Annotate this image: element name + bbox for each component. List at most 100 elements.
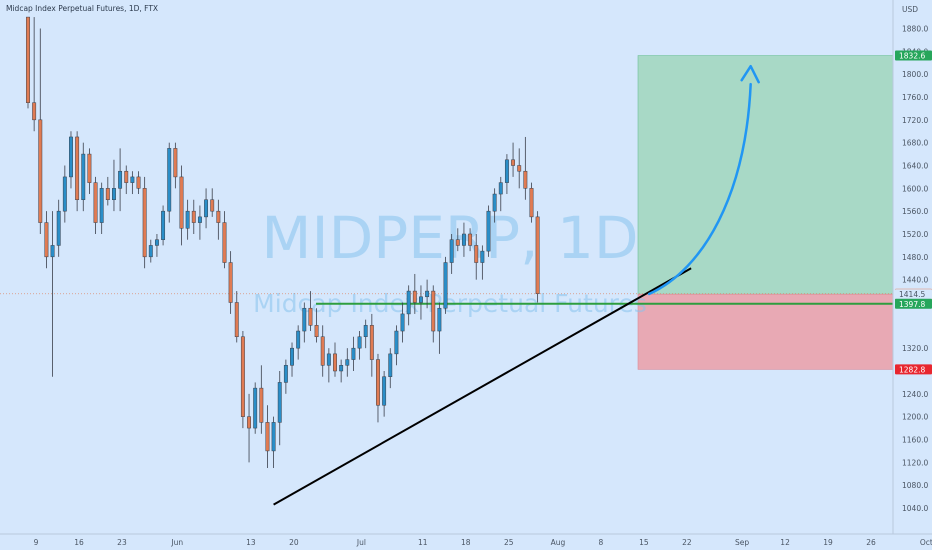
time-tick-label: 26	[866, 538, 876, 547]
candle-up	[62, 176, 67, 212]
candle-down	[38, 119, 43, 223]
candle-up	[443, 262, 448, 309]
price-tick-label: 1120.0	[902, 458, 928, 467]
candle-up	[161, 210, 166, 240]
level-lines	[0, 293, 893, 305]
time-tick-label: 18	[461, 538, 471, 547]
time-tick-label: 15	[639, 538, 649, 547]
symbol-title[interactable]: Midcap Index Perpetual Futures, 1D, FTX	[6, 4, 159, 13]
candle-up	[357, 336, 362, 349]
candle-up	[437, 307, 442, 332]
candle-up	[197, 216, 202, 223]
candle-up	[425, 290, 430, 298]
candle-up	[345, 359, 350, 366]
candle-down	[93, 182, 98, 223]
candle-up	[167, 148, 172, 212]
candle-up	[99, 188, 104, 223]
candle-down	[431, 290, 436, 332]
candle-up	[296, 330, 301, 349]
price-tick-label: 1440.0	[902, 276, 928, 285]
candle-up	[504, 159, 509, 183]
price-tick-label: 1480.0	[902, 253, 928, 262]
candle-down	[523, 170, 528, 189]
candle-up	[81, 153, 86, 200]
price-tick-label: 1160.0	[902, 436, 928, 445]
candle-down	[247, 416, 251, 429]
price-tick-label: 1200.0	[902, 413, 928, 422]
candle-down	[314, 325, 319, 338]
candle-down	[308, 307, 313, 326]
candle-up	[253, 387, 258, 429]
candle-down	[455, 239, 460, 246]
price-tick-label: 1880.0	[902, 25, 928, 34]
candle-up	[204, 199, 209, 218]
projection-arrowhead	[740, 64, 760, 84]
time-tick-label: Oct	[920, 538, 932, 547]
time-axis[interactable]: 9 16 23 Jun 13 20 Jul 11 18 25 Aug 8 15 22 Sep 12 19 26 Oc…	[0, 533, 932, 547]
candle-up	[363, 325, 368, 338]
candle-down	[529, 188, 534, 218]
candle-down	[468, 233, 473, 246]
candle-up	[492, 193, 497, 212]
candle-up	[419, 296, 423, 303]
candle-down	[474, 245, 479, 263]
candle-up	[118, 170, 123, 189]
candle-up	[56, 210, 61, 246]
candle-down	[320, 336, 325, 366]
candle-down	[535, 216, 540, 295]
candle-up	[112, 188, 116, 200]
candle-up	[388, 353, 393, 377]
candle-down	[222, 222, 227, 263]
price-tick-label: 1240.0	[902, 390, 928, 399]
support-tag	[895, 298, 932, 309]
candle-up	[486, 210, 491, 252]
candle-up	[148, 245, 153, 258]
candle-down	[32, 102, 37, 121]
candle-up	[498, 182, 503, 195]
price-axis-background	[893, 0, 932, 534]
candle-up	[382, 376, 387, 406]
position-zones	[637, 55, 894, 370]
projection-arrow[interactable]	[647, 82, 752, 296]
candle-up	[339, 365, 344, 372]
support-tag-text: 1397.8	[899, 300, 925, 309]
price-tick-label: 1560.0	[902, 207, 928, 216]
time-tick-label: 12	[780, 538, 790, 547]
candle-up	[351, 347, 356, 360]
candle-up	[69, 136, 73, 178]
candle-down	[44, 222, 49, 258]
price-tick-label: 1600.0	[902, 184, 928, 193]
price-axis[interactable]: USD 1880.01840.01800.01760.01720.01680.0…	[892, 0, 932, 534]
candle-down	[75, 136, 80, 200]
candle-up	[154, 239, 159, 246]
target-zone[interactable]	[637, 55, 894, 295]
candle-up	[50, 245, 55, 258]
candle-down	[105, 188, 110, 200]
ascending-trendline[interactable]	[273, 267, 692, 506]
drawings[interactable]	[273, 64, 760, 506]
time-tick-label: 23	[117, 538, 127, 547]
price-tick-label: 1040.0	[902, 504, 928, 513]
candle-down	[517, 165, 522, 172]
candle-down	[333, 353, 337, 372]
price-tick-label: 1760.0	[902, 93, 928, 102]
candle-down	[26, 16, 30, 103]
candle-down	[87, 153, 92, 183]
time-tick-label: 22	[682, 538, 692, 547]
candle-up	[406, 290, 411, 315]
candle-down	[369, 325, 374, 360]
price-tick-label: 1800.0	[902, 70, 928, 79]
candle-up	[394, 330, 399, 355]
stop-zone[interactable]	[637, 293, 894, 370]
price-tick-label: 1640.0	[902, 162, 928, 171]
candle-down	[210, 199, 215, 212]
candle-down	[265, 422, 270, 452]
candle-down	[191, 210, 196, 223]
stop-loss-tag-text: 1282.8	[899, 365, 925, 374]
candle-up	[185, 210, 190, 229]
time-tick-label: Jul	[356, 538, 366, 547]
candle-down	[259, 387, 264, 423]
